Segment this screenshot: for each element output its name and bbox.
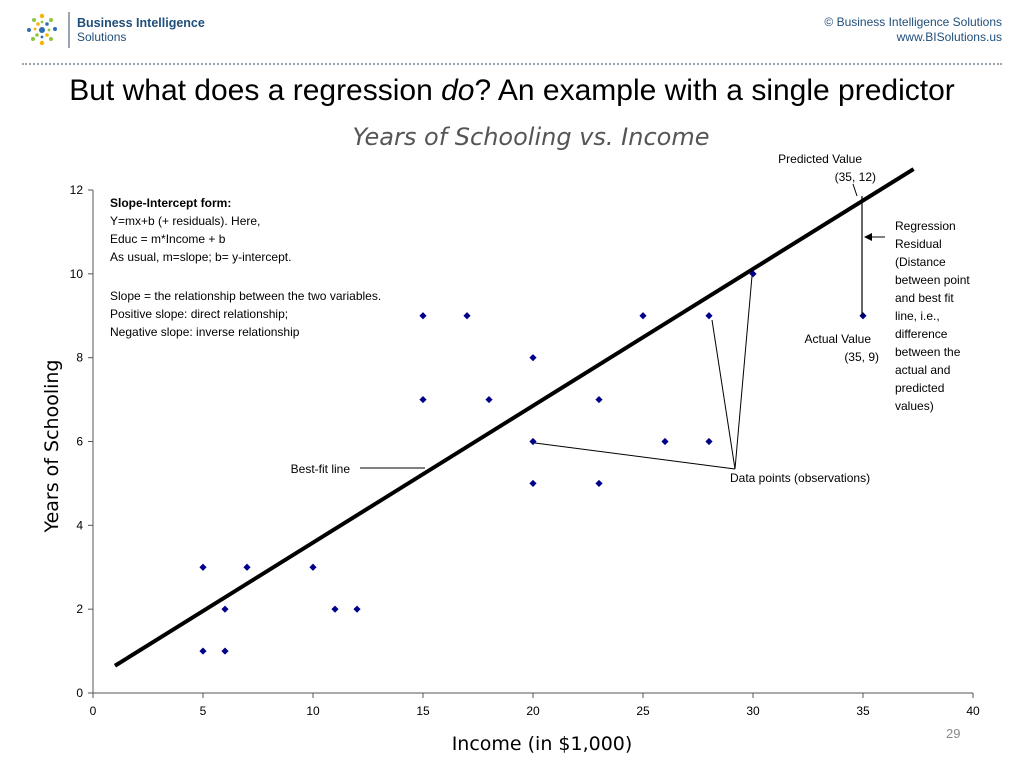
copyright-text: © Business Intelligence Solutions	[824, 15, 1002, 29]
data-point	[595, 479, 603, 488]
residual-note-line: difference	[895, 327, 948, 341]
slide-title-emphasis: do	[441, 74, 475, 107]
y-axis-label: Years of Schooling	[41, 360, 63, 534]
best-fit-line	[113, 167, 915, 668]
logo-globe-icon	[27, 13, 57, 46]
data-points-leader	[534, 442, 736, 470]
y-tick-label: 8	[76, 351, 83, 365]
chart-title: Years of Schooling vs. Income	[353, 123, 710, 151]
x-tick-label: 10	[306, 704, 320, 718]
data-point	[331, 605, 339, 613]
actual-value-coords: (35, 9)	[844, 350, 879, 364]
data-points-leaders	[534, 275, 753, 470]
data-points-leader	[711, 319, 736, 470]
data-point	[221, 647, 229, 655]
x-tick-label: 15	[416, 704, 430, 718]
y-tick-label: 0	[76, 686, 83, 700]
note-line: Negative slope: inverse relationship	[110, 325, 300, 339]
website-link[interactable]: www.BISolutions.us	[896, 30, 1002, 44]
x-tick-label: 40	[966, 704, 980, 718]
slide-title-end: ? An example with a single predictor	[474, 74, 955, 107]
x-tick-label: 35	[856, 704, 870, 718]
residual-arrow-head	[864, 233, 872, 241]
x-tick-label: 0	[90, 704, 97, 718]
logo-name: Business Intelligence	[77, 16, 205, 30]
page-number: 29	[946, 726, 961, 741]
y-axis-ticks: 0 2 4 6 8 10 12	[70, 183, 93, 700]
predicted-value-label: Predicted Value	[778, 152, 862, 166]
x-tick-label: 30	[746, 704, 760, 718]
data-point	[595, 395, 603, 404]
data-point	[705, 437, 713, 446]
note-line: Positive slope: direct relationship;	[110, 307, 288, 321]
data-points	[199, 270, 867, 655]
residual-note-line: values)	[895, 399, 934, 413]
data-point	[529, 354, 537, 362]
actual-value-label: Actual Value	[805, 332, 872, 346]
residual-note-line: line, i.e.,	[895, 309, 940, 323]
residual-note-line: Residual	[895, 237, 942, 251]
slide-title-start: But what does a regression	[69, 74, 442, 107]
y-tick-label: 2	[76, 602, 83, 616]
residual-note-line: Regression	[895, 219, 956, 233]
data-point	[705, 312, 713, 320]
best-fit-line-label: Best-fit line	[291, 462, 351, 476]
data-points-label: Data points (observations)	[730, 471, 870, 485]
predicted-value-leader	[852, 183, 858, 197]
data-point	[529, 479, 537, 488]
data-point	[859, 312, 867, 320]
data-point	[485, 395, 493, 404]
data-point	[221, 605, 229, 613]
copyright-block: © Business Intelligence Solutions www.BI…	[824, 15, 1002, 45]
logo-subtitle: Solutions	[77, 30, 127, 44]
x-tick-label: 5	[200, 704, 207, 718]
x-axis-ticks: 0 5 10 15 20 25 30 35 40	[90, 693, 980, 718]
slope-intercept-title: Slope-Intercept form:	[110, 196, 231, 210]
data-point	[529, 437, 537, 446]
company-logo: Business Intelligence Solutions	[22, 10, 212, 56]
x-tick-label: 25	[636, 704, 650, 718]
data-point	[463, 312, 471, 320]
residual-note-line: (Distance	[895, 255, 946, 269]
data-point	[309, 563, 317, 571]
x-axis-label: Income (in $1,000)	[452, 733, 633, 755]
data-point	[353, 605, 361, 613]
note-line: Y=mx+b (+ residuals). Here,	[110, 214, 260, 228]
data-point	[749, 270, 757, 278]
data-point	[419, 312, 427, 320]
slope-intercept-note: Slope-Intercept form: Y=mx+b (+ residual…	[110, 196, 381, 339]
data-point	[639, 312, 647, 320]
predicted-value-coords: (35, 12)	[835, 170, 876, 184]
data-point	[199, 647, 207, 655]
data-point	[199, 563, 207, 571]
header-divider	[22, 63, 1002, 65]
note-line: As usual, m=slope; b= y-intercept.	[110, 250, 291, 264]
data-point	[661, 437, 669, 446]
residual-note-line: between point	[895, 273, 970, 287]
slide-title: But what does a regression do? An exampl…	[0, 74, 1024, 108]
regression-residual-note: Regression Residual (Distance between po…	[895, 219, 970, 413]
logo-divider	[68, 12, 70, 48]
residual-note-line: between the	[895, 345, 961, 359]
residual-note-line: and best fit	[895, 291, 954, 305]
note-line: Educ = m*Income + b	[110, 232, 226, 246]
y-tick-label: 4	[76, 518, 83, 532]
y-tick-label: 10	[70, 267, 84, 281]
residual-note-line: actual and	[895, 363, 950, 377]
data-points-leader	[734, 275, 753, 470]
x-tick-label: 20	[526, 704, 540, 718]
data-point	[243, 563, 251, 571]
y-tick-label: 12	[70, 183, 84, 197]
data-point	[419, 395, 427, 404]
y-tick-label: 6	[76, 435, 83, 449]
note-line: Slope = the relationship between the two…	[110, 289, 381, 303]
residual-note-line: predicted	[895, 381, 944, 395]
